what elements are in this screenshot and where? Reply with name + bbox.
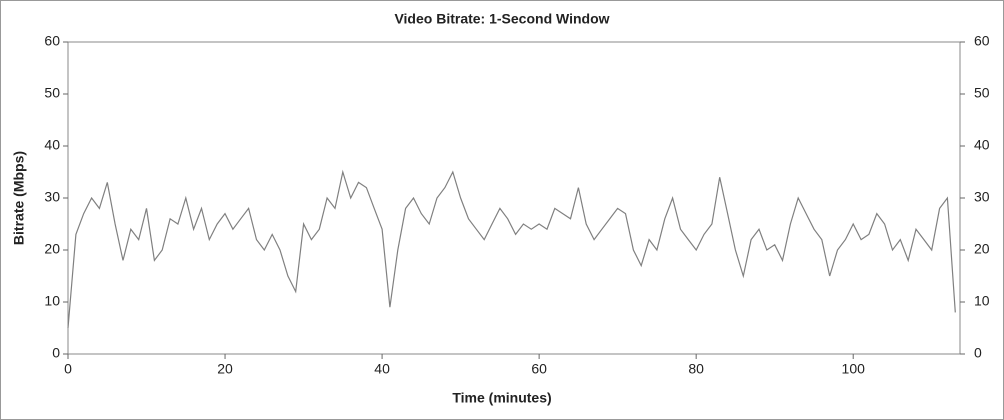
- y-tick-label: 30: [44, 189, 60, 205]
- chart-title: Video Bitrate: 1-Second Window: [394, 11, 609, 27]
- x-axis-label: Time (minutes): [452, 390, 551, 406]
- y2-tick-label: 0: [974, 345, 982, 361]
- x-tick-label: 100: [842, 361, 866, 377]
- y-tick-label: 10: [44, 293, 60, 309]
- x-tick-label: 20: [217, 361, 233, 377]
- y2-tick-label: 50: [974, 85, 990, 101]
- y2-tick-label: 60: [974, 33, 990, 49]
- y2-tick-label: 20: [974, 241, 990, 257]
- y-tick-label: 60: [44, 33, 60, 49]
- y2-tick-label: 40: [974, 137, 990, 153]
- x-tick-label: 60: [531, 361, 547, 377]
- y-axis-label: Bitrate (Mbps): [11, 151, 27, 245]
- bitrate-line: [67, 169, 956, 329]
- x-tick-label: 80: [688, 361, 704, 377]
- y-tick-label: 20: [44, 241, 60, 257]
- y-tick-label: 50: [44, 85, 60, 101]
- y-tick-label: 40: [44, 137, 60, 153]
- x-tick-label: 40: [374, 361, 390, 377]
- y2-tick-label: 10: [974, 293, 990, 309]
- y2-tick-label: 30: [974, 189, 990, 205]
- y-tick-label: 0: [52, 345, 60, 361]
- x-tick-label: 0: [64, 361, 72, 377]
